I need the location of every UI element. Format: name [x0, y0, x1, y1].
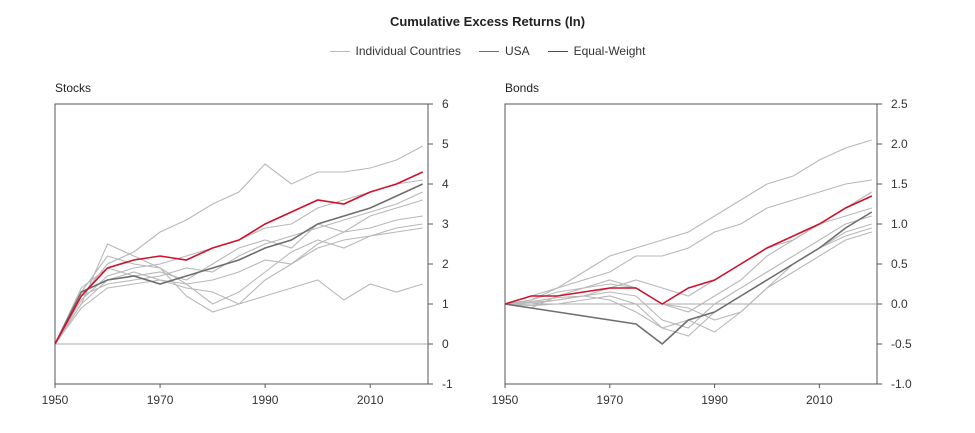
stocks-country-line-6: [54, 191, 423, 345]
stocks-plot-frame: [54, 103, 429, 385]
bonds-plot-frame: [504, 103, 878, 385]
bonds-country-line-3: [504, 191, 873, 313]
legend-label-countries: Individual Countries: [355, 44, 461, 58]
stocks-x-tick-label: 1990: [252, 393, 279, 407]
bonds-y-tick-label: 1.5: [891, 177, 908, 191]
stocks-y-tick-label: 4: [442, 177, 449, 191]
bonds-country-line-2: [504, 179, 872, 305]
bonds-x-tick-label: 1990: [701, 393, 728, 407]
stocks-x-tick-label: 1970: [147, 393, 174, 407]
stocks-country-line-5: [54, 199, 423, 345]
bonds-y-tick-label: 2.5: [891, 97, 908, 111]
stocks-y-tick-label: -1: [442, 377, 453, 391]
bonds-panel-label: Bonds: [505, 81, 539, 95]
legend-item-usa: USA: [478, 44, 530, 58]
legend-swatch-equal-weight: [547, 50, 568, 52]
stocks-country-line-8: [54, 227, 423, 345]
bonds-y-tick-label: 0.0: [891, 297, 908, 311]
bonds-country-line-4: [504, 215, 872, 329]
stocks-y-tick-label: 2: [442, 257, 449, 271]
stocks-y-tick-label: 5: [442, 137, 449, 151]
legend-swatch-countries: [329, 50, 350, 52]
legend-label-equal-weight: Equal-Weight: [573, 44, 646, 58]
bonds-y-tick-label: -0.5: [891, 337, 912, 351]
bonds-x-tick-label: 2010: [806, 393, 833, 407]
stocks-y-tick-label: 6: [442, 97, 449, 111]
stocks-country-line-2: [54, 271, 423, 345]
legend-label-usa: USA: [504, 44, 530, 58]
bonds-y-tick-label: 2.0: [891, 137, 908, 151]
legend-item-countries: Individual Countries: [329, 44, 461, 58]
bonds-country-line-1: [504, 139, 872, 305]
bonds-usa-line: [504, 211, 873, 346]
legend-item-equal-weight: Equal-Weight: [547, 44, 646, 58]
stocks-equal-weight-line: [54, 171, 424, 345]
bonds-country-line-7: [505, 207, 872, 305]
bonds-country-line-8: [504, 231, 872, 333]
stocks-panel-label: Stocks: [55, 81, 91, 95]
stocks-country-line-3: [54, 215, 423, 345]
bonds-y-tick-label: -1.0: [891, 377, 912, 391]
bonds-equal-weight-line: [504, 195, 873, 305]
stocks-country-line-1: [54, 145, 423, 345]
stocks-x-tick-label: 2010: [357, 393, 384, 407]
legend-swatch-usa: [478, 50, 499, 52]
chart-title: Cumulative Excess Returns (ln): [389, 14, 586, 29]
legend: Individual Countries USA Equal-Weight: [0, 44, 975, 58]
stocks-usa-line: [54, 183, 424, 345]
stocks-country-line-4: [54, 179, 423, 345]
bonds-x-tick-label: 1950: [492, 393, 519, 407]
stocks-country-line-7: [54, 223, 423, 345]
stocks-y-tick-label: 1: [442, 297, 449, 311]
stocks-y-tick-label: 3: [442, 217, 449, 231]
stocks-x-tick-label: 1950: [42, 393, 69, 407]
bonds-y-tick-label: 0.5: [891, 257, 908, 271]
stocks-y-tick-label: 0: [442, 337, 449, 351]
bonds-y-tick-label: 1.0: [891, 217, 908, 231]
bonds-x-tick-label: 1970: [596, 393, 623, 407]
